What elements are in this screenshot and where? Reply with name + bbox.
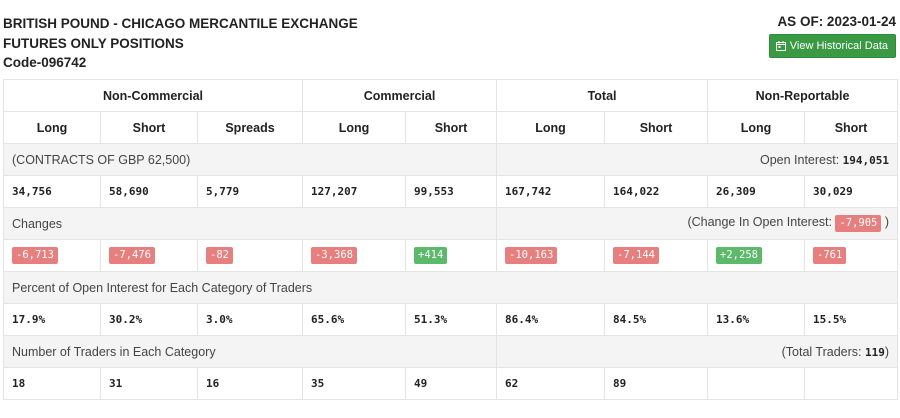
column-header-row: Long Short Spreads Long Short Long Short…	[3, 111, 899, 144]
col-header: Long	[707, 111, 806, 144]
table-cell: 17.9%	[3, 303, 101, 336]
table-cell: 167,742	[496, 175, 606, 208]
total-traders: (Total Traders: 119)	[496, 335, 899, 368]
percent-values-row: 17.9% 30.2% 3.0% 65.6% 51.3% 86.4% 84.5%…	[3, 303, 899, 336]
open-interest-label: Open Interest:	[759, 152, 843, 167]
report-title: BRITISH POUND - CHICAGO MERCANTILE EXCHA…	[3, 14, 358, 73]
as-of-date: AS OF: 2023-01-24	[777, 14, 896, 29]
changes-values-row: -6,713 -7,476 -82 -3,368 +414 -10,163 -7…	[3, 239, 899, 272]
col-header: Short	[604, 111, 709, 144]
open-interest: Open Interest: 194,051	[496, 143, 899, 176]
col-header: Long	[496, 111, 606, 144]
change-oi-badge: -7,905	[835, 215, 882, 232]
view-historical-data-button[interactable]: View Historical Data	[768, 34, 896, 58]
change-badge: -10,163	[505, 247, 558, 264]
change-oi-label: (Change In Open Interest:	[687, 215, 836, 229]
change-badge: -7,144	[613, 247, 659, 264]
change-badge: -761	[813, 247, 847, 264]
change-badge: +2,258	[716, 247, 762, 264]
table-cell: 89	[604, 367, 709, 400]
contracts-band-row: (CONTRACTS OF GBP 62,500) Open Interest:…	[2, 143, 899, 176]
table-cell: 164,022	[604, 175, 709, 208]
traders-values-row: 18 31 16 35 49 62 89	[3, 367, 899, 400]
table-cell: 18	[3, 367, 101, 400]
group-commercial: Commercial	[302, 79, 498, 112]
title-line-1: BRITISH POUND - CHICAGO MERCANTILE EXCHA…	[3, 16, 358, 31]
group-total: Total	[496, 79, 709, 112]
table-cell: 86.4%	[496, 303, 606, 336]
table-cell: 31	[100, 367, 198, 400]
changes-label: Changes	[2, 207, 498, 240]
table-cell: 58,690	[100, 175, 198, 208]
table-cell: 51.3%	[405, 303, 498, 336]
table-cell: 34,756	[3, 175, 101, 208]
total-traders-label: (Total Traders:	[781, 344, 865, 359]
title-line-2: FUTURES ONLY POSITIONS	[3, 35, 184, 51]
cot-positions-table: Non-Commercial Commercial Total Non-Repo…	[2, 79, 899, 400]
open-interest-value: 194,051	[842, 153, 890, 167]
table-cell: 30.2%	[100, 303, 198, 336]
col-header: Long	[302, 111, 407, 144]
group-non-reportable: Non-Reportable	[707, 79, 899, 112]
col-header: Short	[100, 111, 198, 144]
traders-label: Number of Traders in Each Category	[2, 335, 498, 368]
total-traders-value: 119	[864, 345, 885, 359]
table-cell: 16	[196, 367, 304, 400]
table-cell	[707, 367, 806, 400]
percent-label: Percent of Open Interest for Each Catego…	[2, 271, 899, 304]
change-badge: -7,476	[109, 247, 155, 264]
table-cell: 84.5%	[604, 303, 709, 336]
contracts-values-row: 34,756 58,690 5,779 127,207 99,553 167,7…	[3, 175, 899, 208]
table-cell: 5,779	[196, 175, 304, 208]
table-cell: 65.6%	[302, 303, 407, 336]
group-non-commercial: Non-Commercial	[2, 79, 304, 112]
group-header-row: Non-Commercial Commercial Total Non-Repo…	[2, 79, 899, 112]
table-cell: 62	[496, 367, 606, 400]
change-badge: -3,368	[311, 247, 357, 264]
traders-band-row: Number of Traders in Each Category (Tota…	[2, 335, 899, 368]
col-header: Long	[3, 111, 101, 144]
contracts-label: (CONTRACTS OF GBP 62,500)	[2, 143, 498, 176]
calendar-icon	[775, 41, 786, 51]
table-cell: 35	[302, 367, 407, 400]
total-traders-close: )	[884, 344, 890, 359]
percent-band-row: Percent of Open Interest for Each Catego…	[2, 271, 899, 304]
change-open-interest: (Change In Open Interest: -7,905 )	[496, 207, 899, 240]
table-cell	[804, 367, 899, 400]
table-cell: 49	[405, 367, 498, 400]
change-oi-close: )	[881, 215, 890, 229]
table-cell: 3.0%	[196, 303, 304, 336]
change-badge: -82	[206, 247, 233, 264]
table-cell: 26,309	[707, 175, 806, 208]
history-button-label: View Historical Data	[789, 40, 888, 52]
col-header: Short	[405, 111, 498, 144]
report-header: BRITISH POUND - CHICAGO MERCANTILE EXCHA…	[0, 0, 900, 78]
table-cell: 127,207	[302, 175, 407, 208]
table-cell: 13.6%	[707, 303, 806, 336]
change-badge: +414	[414, 247, 448, 264]
changes-band-row: Changes (Change In Open Interest: -7,905…	[2, 207, 899, 240]
table-cell: 15.5%	[804, 303, 899, 336]
table-cell: 99,553	[405, 175, 498, 208]
col-header: Short	[804, 111, 899, 144]
table-cell: 30,029	[804, 175, 899, 208]
change-badge: -6,713	[12, 247, 58, 264]
title-line-3: Code-096742	[3, 55, 87, 70]
col-header: Spreads	[196, 111, 304, 144]
